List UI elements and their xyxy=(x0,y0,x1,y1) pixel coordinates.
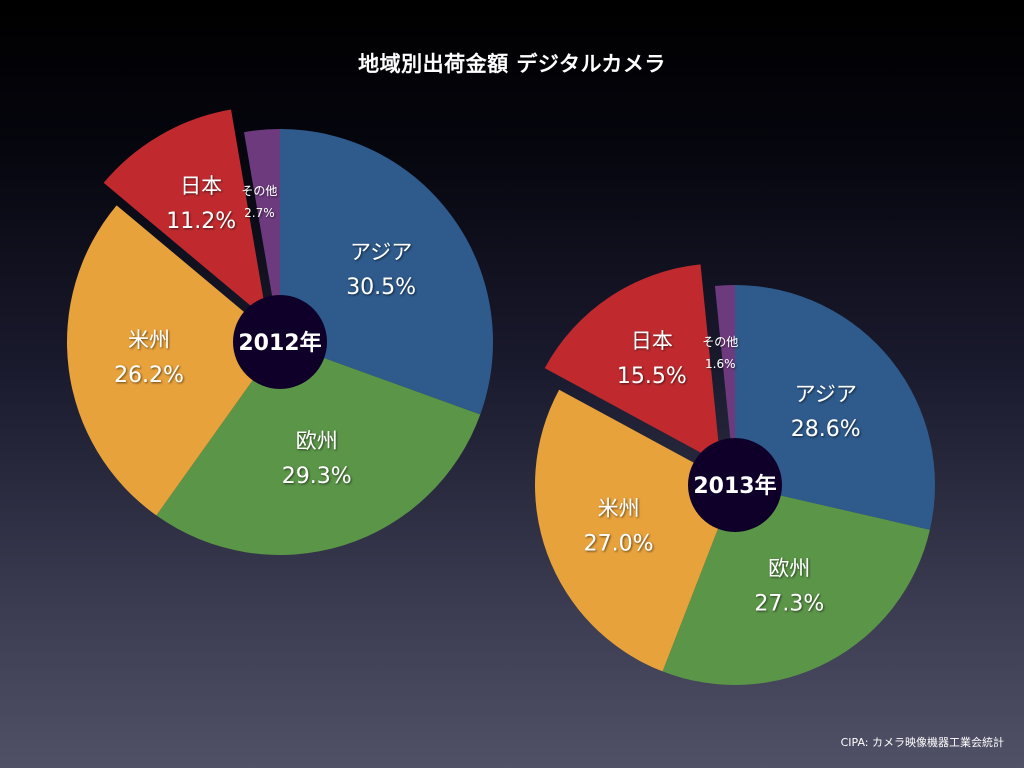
slice-name-label: 米州 xyxy=(598,497,640,521)
pie-chart-2012: アジア 30.5% 欧州 29.3% 米州 26.2% 日本 11.2% その他 2.7% 2012… xyxy=(66,109,493,555)
slice-name-label: 米州 xyxy=(128,328,170,352)
pie-slice xyxy=(544,264,721,464)
slice-value-label: 26.2% xyxy=(114,363,184,388)
source-note: CIPA: カメラ映像機器工業会統計 xyxy=(840,736,1004,749)
slice-value-label: 15.5% xyxy=(617,364,687,389)
pie-slice xyxy=(244,129,280,342)
slice-name-label: その他 xyxy=(241,184,277,198)
slice-value-label: 27.3% xyxy=(754,592,824,617)
slice-value-label: 28.6% xyxy=(791,417,861,442)
pie-slice xyxy=(735,285,935,530)
slice-name-label: 日本 xyxy=(631,329,673,353)
slice-name-label: アジア xyxy=(350,240,412,264)
slice-name-label: 欧州 xyxy=(296,429,338,453)
slice-value-label: 1.6% xyxy=(705,357,736,371)
slice-name-label: 欧州 xyxy=(768,557,810,581)
slice-name-label: その他 xyxy=(702,335,738,349)
slice-name-label: アジア xyxy=(795,382,857,406)
slice-value-label: 27.0% xyxy=(584,532,654,557)
pie-slice xyxy=(534,389,735,672)
pie-chart-2013: アジア 28.6% 欧州 27.3% 米州 27.0% 日本 15.5% その他 1.6% 2013… xyxy=(534,264,935,686)
pie-center-hole xyxy=(688,438,782,532)
slice-value-label: 2.7% xyxy=(244,206,275,220)
pie-center-hole xyxy=(233,295,327,389)
pie-slice xyxy=(103,109,268,320)
slice-value-label: 29.3% xyxy=(282,464,352,489)
pie-slice xyxy=(280,129,493,415)
pie-slice xyxy=(66,205,280,516)
slice-name-label: 日本 xyxy=(180,174,222,198)
pie-slice xyxy=(156,342,481,555)
pie-center-year-label: 2012年 xyxy=(238,330,321,356)
slice-value-label: 11.2% xyxy=(166,209,236,234)
slice-value-label: 30.5% xyxy=(346,275,416,300)
pie-center-year-label: 2013年 xyxy=(693,473,776,499)
pie-slice xyxy=(662,485,930,686)
pie-slice xyxy=(714,285,735,485)
chart-title: 地域別出荷金額 デジタルカメラ xyxy=(358,52,666,76)
